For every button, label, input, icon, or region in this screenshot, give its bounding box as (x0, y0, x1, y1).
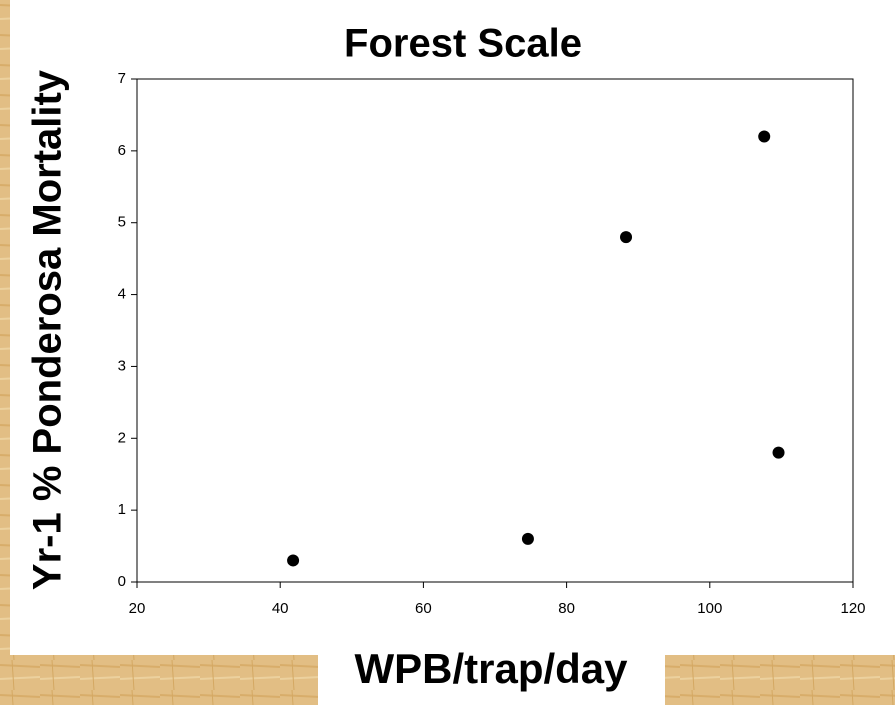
y-tick-label: 2 (118, 429, 126, 446)
y-tick-label: 5 (118, 214, 126, 231)
y-tick-label: 1 (118, 501, 126, 518)
point (758, 130, 771, 143)
y-axis-label: Yr-1 % Ponderosa Mortality (26, 69, 70, 590)
x-tick-label: 80 (558, 600, 575, 617)
point (287, 554, 300, 567)
x-tick-label: 60 (415, 600, 432, 617)
x-tick-label: 120 (840, 600, 865, 617)
chart-title: Forest Scale (344, 22, 582, 66)
point (620, 231, 633, 244)
x-tick-label: 20 (129, 600, 146, 617)
y-tick-label: 6 (118, 142, 126, 159)
label-panel (318, 640, 665, 705)
y-tick-label: 0 (118, 573, 126, 590)
y-tick-label: 3 (118, 357, 126, 374)
y-tick-label: 4 (118, 286, 126, 303)
x-tick-label: 40 (272, 600, 289, 617)
point (521, 532, 534, 545)
panel (10, 0, 895, 655)
x-axis-label: WPB/trap/day (354, 645, 628, 692)
x-tick-label: 100 (697, 600, 722, 617)
y-tick-label: 7 (118, 70, 126, 87)
plot-frame (136, 78, 854, 583)
point (772, 446, 785, 459)
